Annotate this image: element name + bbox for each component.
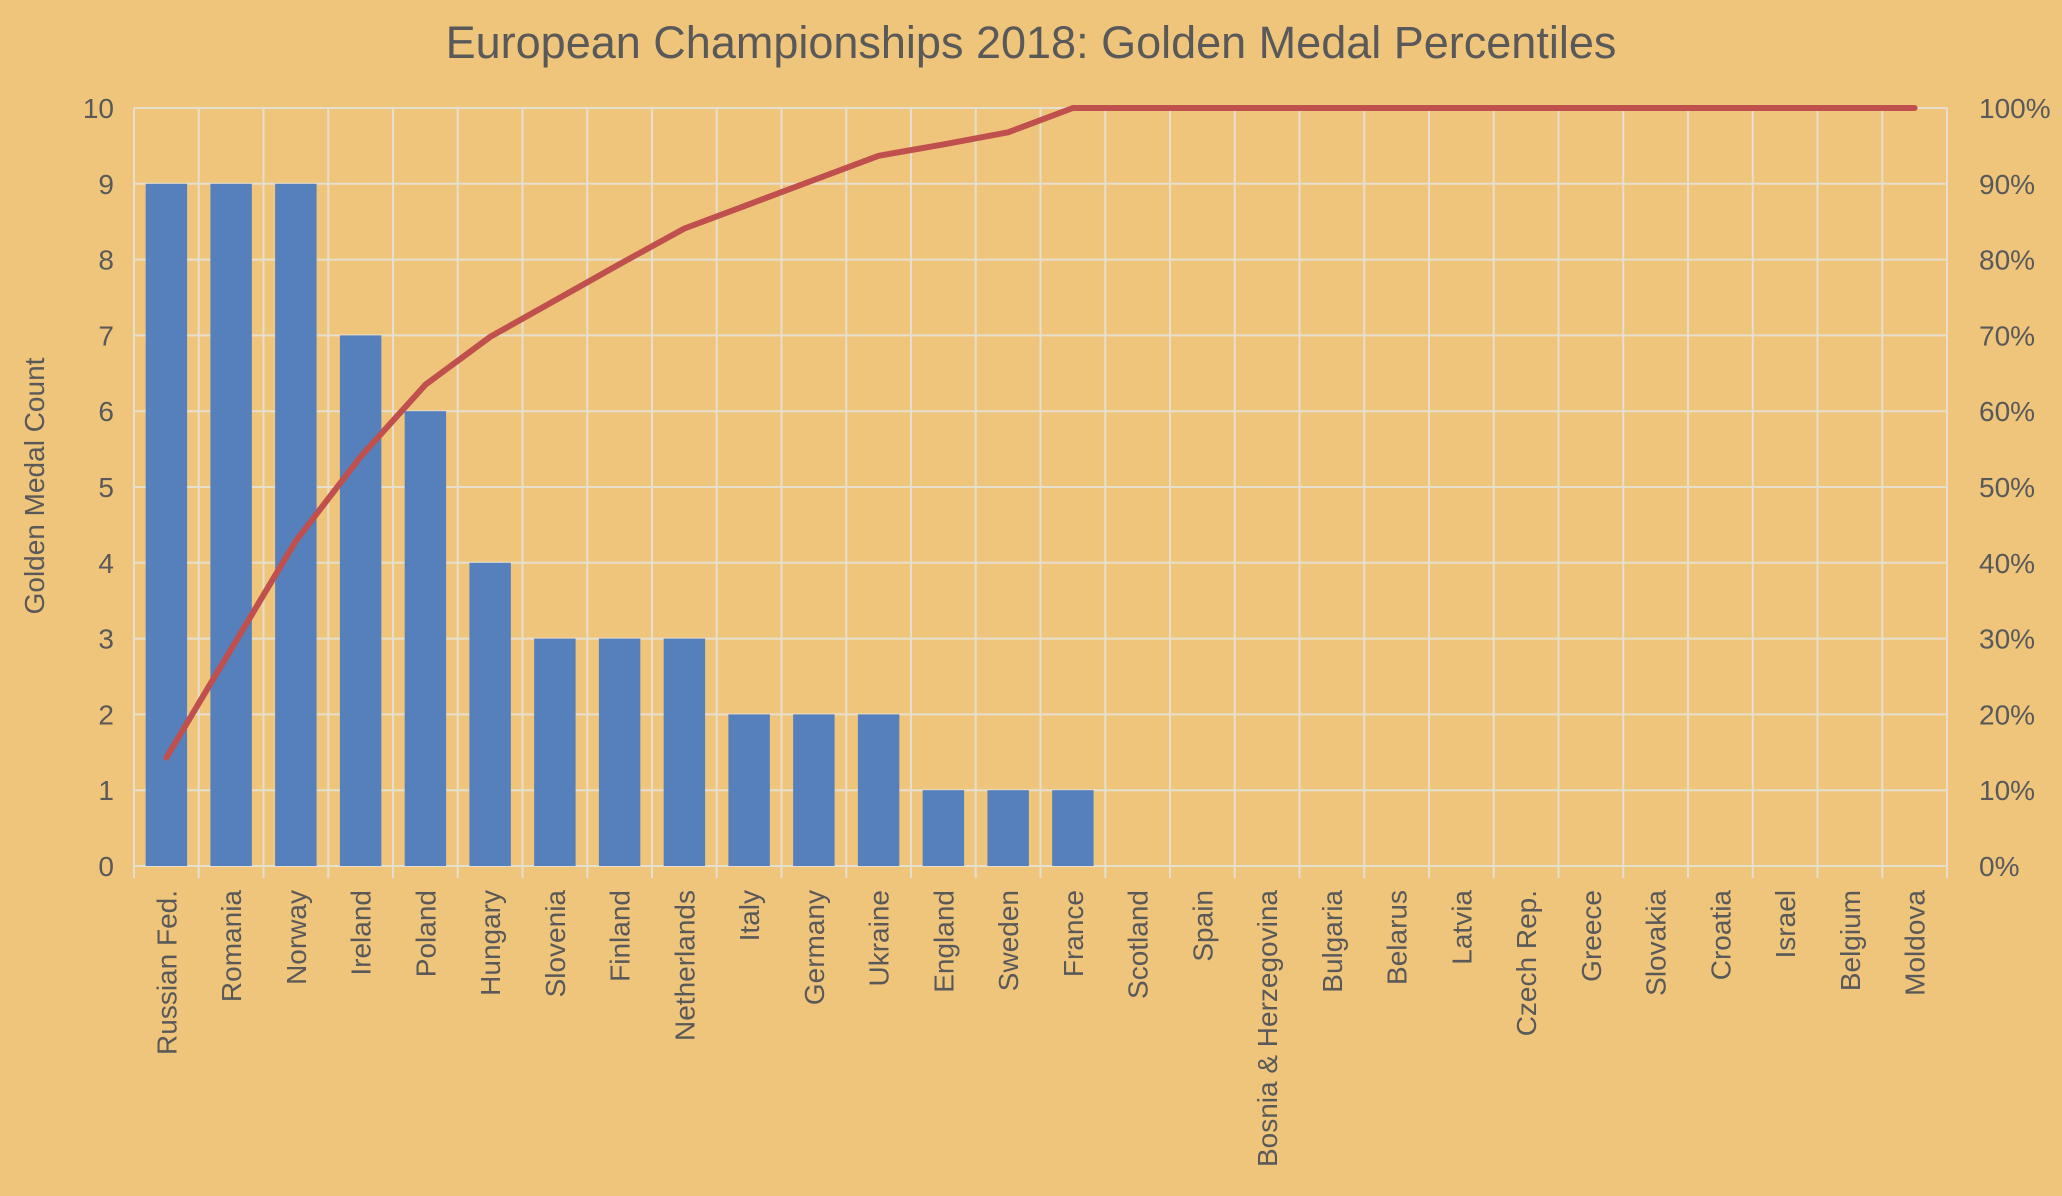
bar-italy [728,714,770,866]
category-label: Netherlands [669,890,700,1041]
category-label: Latvia [1446,890,1477,965]
category-label: Norway [281,890,312,985]
category-label: Romania [216,890,247,1002]
cumulative-line-series [163,105,1918,761]
left-tick-label: 8 [98,245,114,276]
category-label: Croatia [1705,890,1736,981]
category-label: Ukraine [864,890,895,986]
category-label: Bulgaria [1317,890,1348,993]
right-tick-label: 70% [1979,320,2035,351]
right-tick-label: 50% [1979,472,2035,503]
y-axis-label: Golden Medal Count [19,357,50,614]
left-axis-ticks: 0 1 2 3 4 5 6 7 8 9 10 [83,93,114,882]
category-label: Italy [734,890,765,941]
right-tick-label: 0% [1979,851,2019,882]
bar-ireland [339,335,382,866]
category-label: Russian Fed. [151,890,182,1055]
category-label: Czech Rep. [1511,890,1542,1036]
bar-finland [598,638,641,866]
left-tick-label: 10 [83,93,114,124]
category-label: Scotland [1123,890,1154,999]
right-tick-label: 20% [1979,699,2035,730]
left-tick-label: 0 [98,851,114,882]
bar-france [1052,790,1094,866]
left-tick-label: 2 [98,699,114,730]
bar-slovenia [534,638,576,866]
category-label: Bosnia & Herzegovina [1252,890,1283,1167]
left-tick-label: 9 [98,169,114,200]
category-label: Greece [1576,890,1607,982]
category-label: England [928,890,959,993]
category-label: Ireland [346,890,377,976]
category-label: Germany [799,890,830,1005]
bar-poland [404,411,447,866]
category-label: France [1058,890,1089,977]
category-label: Finland [605,890,636,982]
bar-hungary [469,562,511,866]
left-tick-label: 3 [98,624,114,655]
right-tick-label: 30% [1979,624,2035,655]
bar-series [145,183,1094,867]
category-label: Israel [1770,890,1801,958]
left-tick-label: 4 [98,548,114,579]
bar-romania [210,183,252,867]
right-tick-label: 80% [1979,245,2035,276]
bar-ukraine [857,714,900,866]
right-tick-label: 90% [1979,169,2035,200]
cumulative-percent-line [163,105,1918,761]
category-label: Poland [410,890,441,977]
category-label: Moldova [1900,890,1931,996]
chart-title: European Championships 2018: Golden Meda… [446,17,1617,68]
right-axis-ticks: 0% 10% 20% 30% 40% 50% 60% 70% 80% 90% 100% [1979,93,2051,882]
left-tick-label: 6 [98,396,114,427]
bar-england [922,790,965,866]
right-tick-label: 100% [1979,93,2051,124]
right-tick-label: 60% [1979,396,2035,427]
right-tick-label: 10% [1979,775,2035,806]
category-label: Slovakia [1641,890,1672,996]
bar-sweden [987,790,1029,866]
left-tick-label: 5 [98,472,114,503]
category-label: Sweden [993,890,1024,991]
left-tick-label: 1 [98,775,114,806]
category-label: Belgium [1835,890,1866,991]
bar-russian-fed- [145,183,188,867]
left-tick-label: 7 [98,320,114,351]
bar-netherlands [663,638,706,866]
bar-germany [793,714,835,866]
category-label: Hungary [475,890,506,996]
right-tick-label: 40% [1979,548,2035,579]
category-label: Spain [1187,890,1218,962]
category-label: Slovenia [540,890,571,998]
category-axis-labels: Russian Fed. Romania Norway Ireland Poland Hu… [151,890,1930,1167]
category-label: Belarus [1382,890,1413,985]
